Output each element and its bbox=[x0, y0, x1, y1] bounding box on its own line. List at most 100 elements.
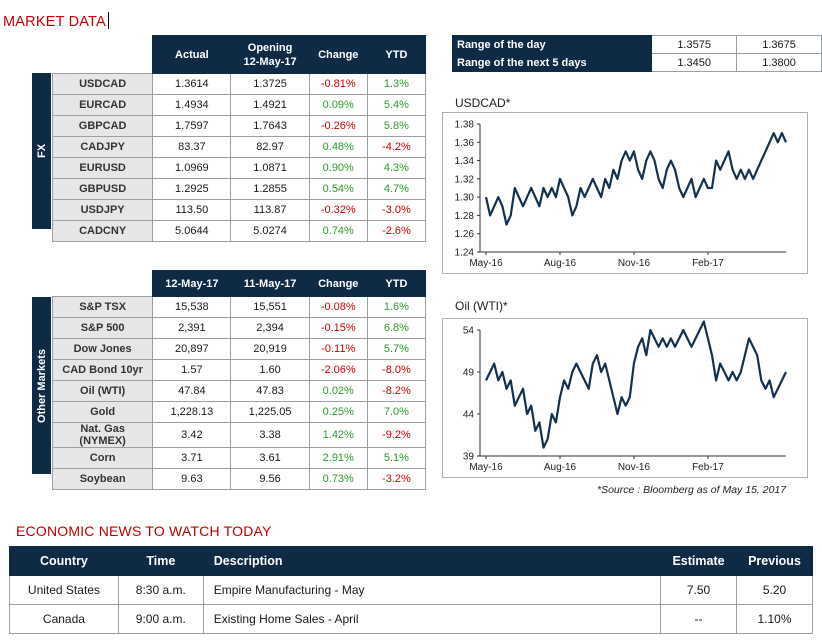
fx-actual-value: 113.50 bbox=[152, 199, 232, 221]
oil-chart-title: Oil (WTI)* bbox=[455, 299, 508, 313]
other-header-change: Change bbox=[308, 270, 368, 297]
usdcad-y-tick-label: 1.34 bbox=[455, 156, 475, 167]
other-header-blank bbox=[52, 270, 153, 297]
market-value-current: 3.42 bbox=[152, 422, 232, 448]
fx-pair-label: USDCAD bbox=[51, 73, 154, 95]
fx-row: USDCAD 1.3614 1.3725 -0.81% 1.3% bbox=[51, 73, 427, 95]
fx-table: Actual Opening 12-May-17 Change YTD USDCA… bbox=[51, 35, 427, 242]
market-row: Dow Jones 20,897 20,919 -0.11% 5.7% bbox=[51, 338, 427, 360]
market-label: CAD Bond 10yr bbox=[51, 359, 154, 381]
eco-time: 9:00 a.m. bbox=[117, 604, 204, 634]
market-row: Soybean 9.63 9.56 0.73% -3.2% bbox=[51, 468, 427, 490]
fx-header-ytd: YTD bbox=[366, 35, 427, 74]
market-row: Gold 1,228.13 1,225.05 0.25% 7.0% bbox=[51, 401, 427, 423]
market-label: Corn bbox=[51, 447, 154, 469]
market-value-previous: 47.83 bbox=[230, 380, 310, 402]
range-label: Range of the next 5 days bbox=[451, 53, 653, 72]
usdcad-y-tick-label: 1.30 bbox=[455, 193, 475, 204]
market-value-previous: 3.38 bbox=[230, 422, 310, 448]
market-change-value: 0.73% bbox=[308, 468, 368, 490]
market-row: Nat. Gas (NYMEX) 3.42 3.38 1.42% -9.2% bbox=[51, 422, 427, 448]
usdcad-x-tick-label: Feb-17 bbox=[692, 258, 724, 269]
usdcad-frame bbox=[442, 112, 808, 274]
fx-row: GBPCAD 1.7597 1.7643 -0.26% 5.8% bbox=[51, 115, 427, 137]
fx-opening-value: 1.3725 bbox=[230, 73, 310, 95]
fx-actual-value: 1.7597 bbox=[152, 115, 232, 137]
market-change-value: -0.15% bbox=[308, 317, 368, 339]
eco-description: Existing Home Sales - April bbox=[202, 604, 662, 634]
market-label: Nat. Gas (NYMEX) bbox=[51, 422, 154, 448]
usdcad-chart-title: USDCAD* bbox=[455, 96, 511, 110]
other-header-date2: 11-May-17 bbox=[230, 270, 310, 297]
oil-chart: 39 44 49 54 May-16 Aug-16 Nov-16 Feb-17 bbox=[442, 318, 808, 478]
eco-country: Canada bbox=[9, 604, 119, 634]
oil-y-tick-label: 44 bbox=[463, 410, 475, 421]
oil-x-tick-label: Aug-16 bbox=[544, 462, 577, 473]
market-value-previous: 1.60 bbox=[230, 359, 310, 381]
fx-ytd-value: 4.7% bbox=[366, 178, 427, 200]
fx-change-value: 0.09% bbox=[308, 94, 368, 116]
eco-previous: 1.10% bbox=[736, 604, 813, 634]
usdcad-x-tick-label: Aug-16 bbox=[544, 258, 577, 269]
usdcad-y-tick-label: 1.32 bbox=[455, 174, 475, 185]
market-change-value: 2.91% bbox=[308, 447, 368, 469]
usdcad-series-line bbox=[484, 132, 788, 226]
range-high: 1.3800 bbox=[736, 53, 822, 72]
market-ytd-value: -3.2% bbox=[366, 468, 427, 490]
fx-ytd-value: 5.4% bbox=[366, 94, 427, 116]
fx-ytd-value: 4.3% bbox=[366, 157, 427, 179]
fx-ytd-value: 5.8% bbox=[366, 115, 427, 137]
fx-pair-label: USDJPY bbox=[51, 199, 154, 221]
market-row: Oil (WTI) 47.84 47.83 0.02% -8.2% bbox=[51, 380, 427, 402]
range-low: 1.3575 bbox=[651, 35, 738, 54]
market-ytd-value: 5.7% bbox=[366, 338, 427, 360]
range-high: 1.3675 bbox=[736, 35, 822, 54]
oil-x-tick-label: Nov-16 bbox=[618, 462, 651, 473]
fx-actual-value: 83.37 bbox=[152, 136, 232, 158]
market-value-previous: 20,919 bbox=[230, 338, 310, 360]
market-label: S&P TSX bbox=[51, 296, 154, 318]
source-note: *Source : Bloomberg as of May 15, 2017 bbox=[597, 484, 787, 496]
market-row: CAD Bond 10yr 1.57 1.60 -2.06% -8.0% bbox=[51, 359, 427, 381]
fx-ytd-value: -3.0% bbox=[366, 199, 427, 221]
fx-actual-value: 1.3614 bbox=[152, 73, 232, 95]
fx-opening-value: 1.4921 bbox=[230, 94, 310, 116]
usdcad-y-tick-label: 1.38 bbox=[455, 120, 475, 131]
market-row: S&P 500 2,391 2,394 -0.15% 6.8% bbox=[51, 317, 427, 339]
market-value-current: 2,391 bbox=[152, 317, 232, 339]
range-low: 1.3450 bbox=[651, 53, 738, 72]
other-markets-table: 12-May-17 11-May-17 Change YTD S&P TSX 15… bbox=[51, 270, 427, 490]
market-label: Oil (WTI) bbox=[51, 380, 154, 402]
usdcad-chart: 1.24 1.26 1.28 1.30 1.32 1.34 1.36 1.38 May-16 Au… bbox=[442, 112, 808, 274]
fx-pair-label: EURCAD bbox=[51, 94, 154, 116]
oil-series-line bbox=[485, 320, 787, 449]
market-change-value: -2.06% bbox=[308, 359, 368, 381]
fx-actual-value: 5.0644 bbox=[152, 220, 232, 242]
fx-ytd-value: 1.3% bbox=[366, 73, 427, 95]
fx-opening-value: 113.87 bbox=[230, 199, 310, 221]
market-ytd-value: -8.2% bbox=[366, 380, 427, 402]
fx-change-value: 0.90% bbox=[308, 157, 368, 179]
market-label: Soybean bbox=[51, 468, 154, 490]
page-title: MARKET DATA bbox=[3, 12, 109, 30]
market-ytd-value: 5.1% bbox=[366, 447, 427, 469]
market-value-current: 47.84 bbox=[152, 380, 232, 402]
oil-frame bbox=[442, 318, 808, 478]
fx-row: EURCAD 1.4934 1.4921 0.09% 5.4% bbox=[51, 94, 427, 116]
fx-change-value: 0.48% bbox=[308, 136, 368, 158]
market-value-current: 1,228.13 bbox=[152, 401, 232, 423]
range-table: Range of the day 1.3575 1.3675 Range of … bbox=[451, 35, 822, 72]
market-row: Corn 3.71 3.61 2.91% 5.1% bbox=[51, 447, 427, 469]
market-change-value: 0.02% bbox=[308, 380, 368, 402]
market-change-value: -0.11% bbox=[308, 338, 368, 360]
usdcad-x-tick-label: Nov-16 bbox=[618, 258, 651, 269]
fx-opening-value: 1.0871 bbox=[230, 157, 310, 179]
fx-change-value: -0.81% bbox=[308, 73, 368, 95]
economic-news-table: Country Time Description Estimate Previo… bbox=[9, 546, 813, 634]
fx-ytd-value: -2.6% bbox=[366, 220, 427, 242]
fx-opening-value: 1.2855 bbox=[230, 178, 310, 200]
eco-time: 8:30 a.m. bbox=[117, 575, 204, 605]
market-value-current: 3.71 bbox=[152, 447, 232, 469]
oil-y-tick-label: 39 bbox=[463, 452, 475, 463]
economic-news-title: ECONOMIC NEWS TO WATCH TODAY bbox=[16, 523, 272, 539]
